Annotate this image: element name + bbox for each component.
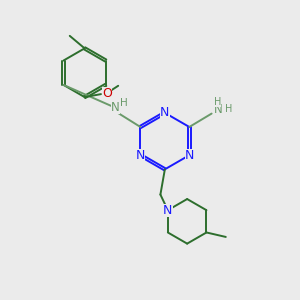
Text: H: H [225, 104, 232, 114]
Text: O: O [102, 87, 112, 100]
Text: N: N [184, 149, 194, 162]
Text: N: N [111, 101, 119, 114]
Text: N: N [214, 103, 223, 116]
Text: H: H [120, 98, 128, 108]
Text: N: N [136, 149, 145, 162]
Text: N: N [163, 204, 172, 217]
Text: H: H [214, 97, 221, 107]
Text: N: N [160, 106, 170, 119]
